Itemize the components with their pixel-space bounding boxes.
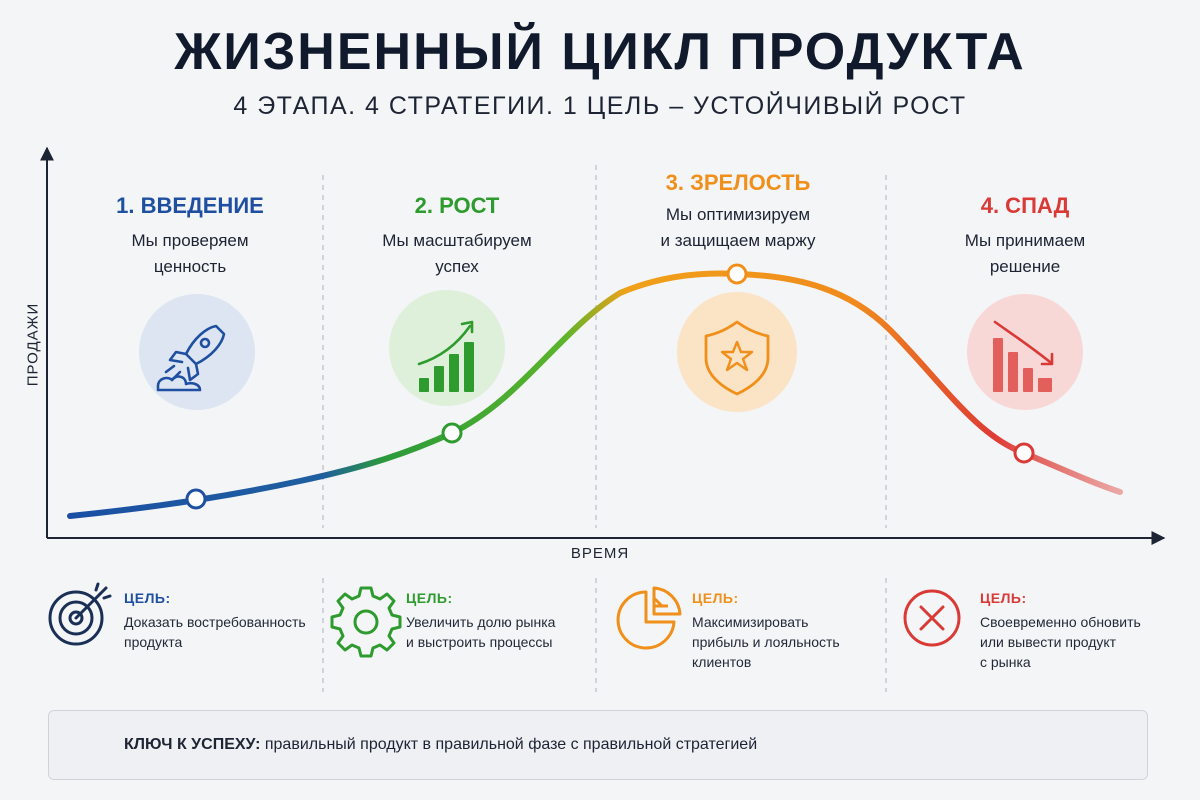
goal-line: с рынка — [980, 654, 1031, 670]
target-icon — [48, 582, 112, 646]
goal-line: и выстроить процессы — [406, 634, 553, 650]
goal-text-introduction: Доказать востребованность продукта — [124, 612, 324, 652]
key-to-success-box — [48, 710, 1148, 780]
x-axis-label: ВРЕМЯ — [570, 545, 630, 562]
key-label: КЛЮЧ К УСПЕХУ: — [124, 736, 261, 753]
goal-line: Увеличить долю рынка — [406, 614, 556, 630]
goal-line: прибыль и лояльность — [692, 634, 840, 650]
stage-title-growth: 2. РОСТ — [414, 193, 500, 218]
stage-title-maturity: 3. ЗРЕЛОСТЬ — [665, 170, 811, 195]
stage-marker-maturity — [726, 263, 748, 285]
pie-chart-icon — [616, 586, 682, 650]
stage-desc-line: Мы масштабируем — [382, 231, 532, 250]
y-axis-label: ПРОДАЖИ — [24, 302, 42, 387]
stage-title-introduction: 1. ВВЕДЕНИЕ — [116, 193, 264, 218]
goal-label-introduction: ЦЕЛЬ: — [124, 590, 171, 606]
shield-star-icon — [677, 292, 797, 412]
close-circle-icon — [903, 589, 961, 647]
stage-desc-growth: Мы масштабируем успех — [317, 228, 597, 280]
goal-line: продукта — [124, 634, 183, 650]
stage-marker-decline — [1013, 442, 1035, 464]
goal-line: Своевременно обновить — [980, 614, 1141, 630]
growth-chart-icon — [389, 290, 505, 406]
stage-desc-line: Мы проверяем — [131, 231, 249, 250]
goal-label-growth: ЦЕЛЬ: — [406, 590, 453, 606]
stage-marker-growth — [441, 422, 463, 444]
stage-desc-maturity: Мы оптимизируем и защищаем маржу — [598, 202, 878, 254]
goal-line: клиентов — [692, 654, 752, 670]
stage-desc-line: Мы оптимизируем — [665, 205, 811, 224]
goal-line: или вывести продукт — [980, 634, 1117, 650]
stage-title-decline: 4. СПАД — [980, 193, 1070, 218]
stage-desc-decline: Мы принимаем решение — [885, 228, 1165, 280]
stage-desc-line: и защищаем маржу — [660, 231, 816, 250]
stage-desc-line: успех — [435, 257, 479, 276]
goal-text-maturity: Максимизировать прибыль и лояльность кли… — [692, 612, 892, 672]
page-subtitle: 4 ЭТАПА. 4 СТРАТЕГИИ. 1 ЦЕЛЬ – УСТОЙЧИВЫ… — [233, 92, 967, 120]
goal-line: Доказать востребованность — [124, 614, 306, 630]
decline-chart-icon — [967, 294, 1083, 410]
key-body: правильный продукт в правильной фазе с п… — [260, 736, 758, 753]
goal-text-growth: Увеличить долю рынка и выстроить процесс… — [406, 612, 606, 652]
stage-desc-line: ценность — [153, 257, 227, 276]
goal-label-decline: ЦЕЛЬ: — [980, 590, 1027, 606]
rocket-icon — [139, 294, 255, 410]
stage-desc-line: Мы принимаем — [964, 231, 1086, 250]
key-to-success-text: КЛЮЧ К УСПЕХУ: правильный продукт в прав… — [124, 736, 757, 754]
stage-dividers — [322, 165, 887, 692]
page-title: ЖИЗНЕННЫЙ ЦИКЛ ПРОДУКТА — [174, 23, 1026, 81]
stage-desc-line: решение — [989, 257, 1061, 276]
lifecycle-curve — [67, 270, 1123, 519]
goal-text-decline: Своевременно обновить или вывести продук… — [980, 612, 1180, 672]
stage-desc-introduction: Мы проверяем ценность — [50, 228, 330, 280]
gear-icon — [330, 586, 402, 658]
goal-label-maturity: ЦЕЛЬ: — [692, 590, 739, 606]
goal-line: Максимизировать — [692, 614, 809, 630]
stage-marker-introduction — [185, 488, 207, 510]
